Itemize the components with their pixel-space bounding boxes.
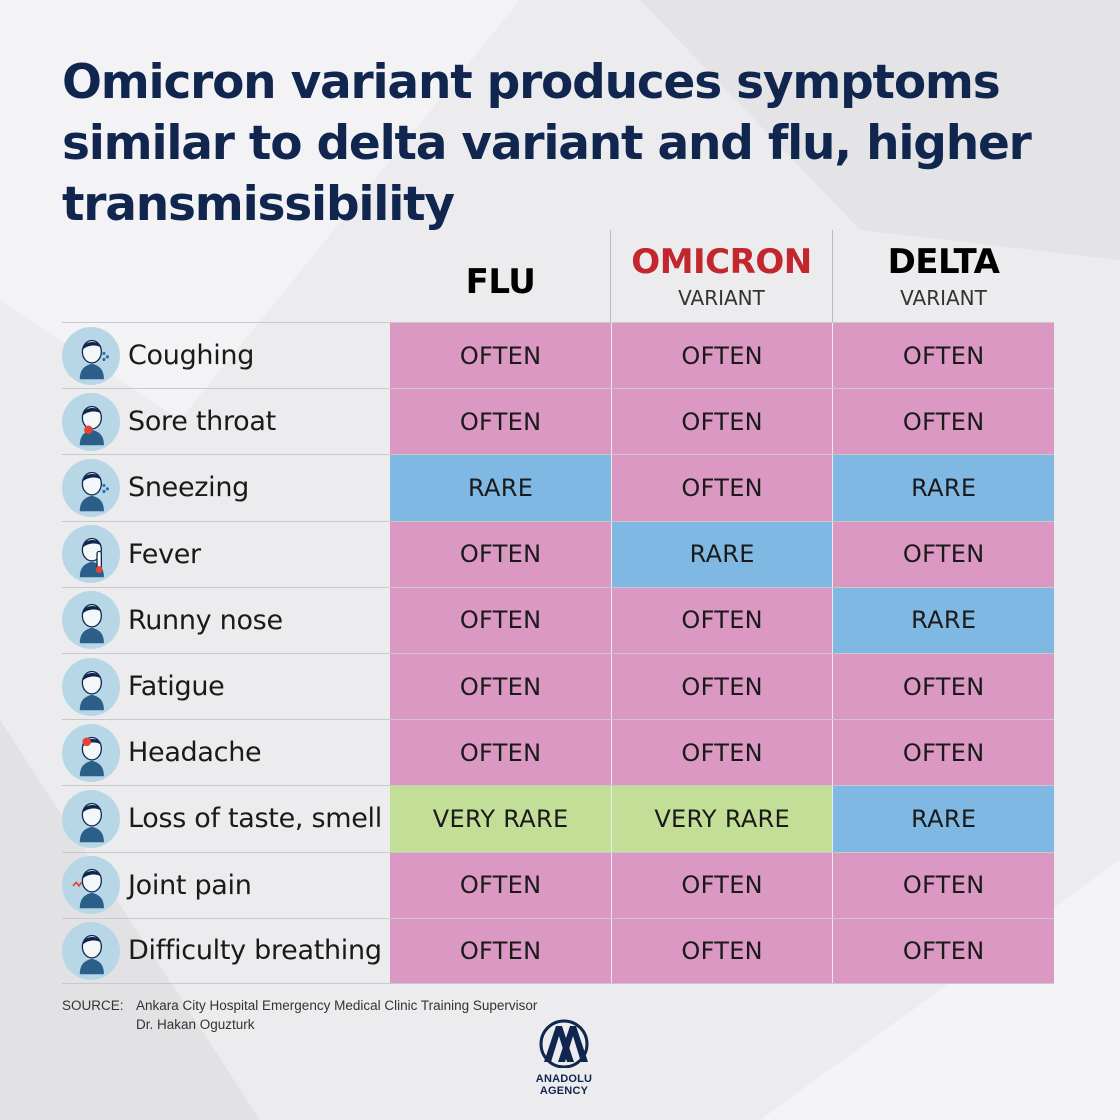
sore-throat-icon xyxy=(62,392,120,451)
table-row: Joint pain OFTEN OFTEN OFTEN xyxy=(62,851,1054,918)
symptom-name: Runny nose xyxy=(128,604,283,636)
runny-nose-icon xyxy=(62,591,120,650)
frequency-cell: OFTEN xyxy=(390,918,611,983)
symptom-name: Coughing xyxy=(128,340,255,372)
symptom-label: Fatigue xyxy=(62,654,390,719)
symptom-label: Runny nose xyxy=(62,588,390,653)
table-row: Runny nose OFTEN OFTEN RARE xyxy=(62,586,1054,653)
symptom-label: Sneezing xyxy=(62,455,390,520)
frequency-cell: RARE xyxy=(833,455,1054,521)
symptom-label: Headache xyxy=(62,720,390,785)
table-row: Fatigue OFTEN OFTEN OFTEN xyxy=(62,652,1054,720)
table-row: Coughing OFTEN OFTEN OFTEN xyxy=(62,322,1054,389)
frequency-cell: OFTEN xyxy=(390,323,611,389)
frequency-cell: OFTEN xyxy=(390,389,611,455)
column-name: OMICRON xyxy=(631,242,812,282)
frequency-cell: OFTEN xyxy=(611,720,833,786)
logo-text: ANADOLU AGENCY xyxy=(535,1073,593,1097)
frequency-cell: OFTEN xyxy=(611,389,833,455)
frequency-cell: OFTEN xyxy=(390,720,611,786)
frequency-cell: VERY RARE xyxy=(611,786,833,852)
column-header-delta: DELTA VARIANT xyxy=(833,232,1054,322)
column-subtitle: VARIANT xyxy=(678,286,765,310)
symptom-name: Fatigue xyxy=(128,671,225,703)
frequency-cell: OFTEN xyxy=(833,918,1054,983)
column-subtitle: VARIANT xyxy=(900,286,987,310)
symptom-name: Sneezing xyxy=(128,472,249,504)
source-label: SOURCE: xyxy=(62,998,124,1013)
difficulty-breathing-icon xyxy=(62,921,120,980)
column-divider xyxy=(832,230,833,322)
frequency-cell: OFTEN xyxy=(611,323,833,389)
frequency-cell: OFTEN xyxy=(611,653,833,720)
headache-icon xyxy=(62,723,120,782)
table-row: Difficulty breathing OFTEN OFTEN OFTEN xyxy=(62,917,1054,984)
frequency-cell: VERY RARE xyxy=(390,786,611,852)
source-note: SOURCE: Ankara City Hospital Emergency Me… xyxy=(62,996,537,1034)
sneezing-person-icon xyxy=(62,458,120,517)
frequency-cell: OFTEN xyxy=(833,720,1054,786)
frequency-cell: OFTEN xyxy=(390,852,611,918)
column-header-omicron: OMICRON VARIANT xyxy=(611,232,832,322)
column-header-flu: FLU xyxy=(390,232,611,322)
frequency-cell: OFTEN xyxy=(390,653,611,720)
source-line-2: Dr. Hakan Oguzturk xyxy=(136,1017,255,1032)
symptom-comparison-table: Coughing OFTEN OFTEN OFTEN Sore throat OFTEN O… xyxy=(62,322,1054,984)
frequency-cell: OFTEN xyxy=(611,587,833,653)
frequency-cell: OFTEN xyxy=(833,653,1054,720)
frequency-cell: RARE xyxy=(833,786,1054,852)
table-row: Loss of taste, smell VERY RARE VERY RARE RA… xyxy=(62,785,1054,852)
frequency-cell: OFTEN xyxy=(611,455,833,521)
symptom-name: Joint pain xyxy=(128,869,252,901)
table-row: Headache OFTEN OFTEN OFTEN xyxy=(62,719,1054,786)
coughing-person-icon xyxy=(62,326,120,385)
symptom-name: Sore throat xyxy=(128,406,276,438)
source-line-1: Ankara City Hospital Emergency Medical C… xyxy=(136,998,538,1013)
aa-logo-mark xyxy=(539,1019,589,1069)
fatigue-person-icon xyxy=(62,657,120,716)
column-name: FLU xyxy=(465,262,536,302)
symptom-label: Loss of taste, smell xyxy=(62,786,390,851)
symptom-label: Sore throat xyxy=(62,389,390,454)
frequency-cell: OFTEN xyxy=(833,389,1054,455)
symptom-name: Loss of taste, smell xyxy=(128,803,382,835)
frequency-cell: OFTEN xyxy=(833,852,1054,918)
frequency-cell: RARE xyxy=(611,521,833,587)
frequency-cell: RARE xyxy=(390,455,611,521)
frequency-cell: OFTEN xyxy=(833,323,1054,389)
frequency-cell: RARE xyxy=(833,587,1054,653)
anadolu-agency-logo: ANADOLU AGENCY xyxy=(516,1018,612,1097)
symptom-name: Difficulty breathing xyxy=(128,935,382,967)
symptom-label: Difficulty breathing xyxy=(62,919,390,983)
column-name: DELTA xyxy=(887,242,1000,282)
table-row: Sneezing RARE OFTEN RARE xyxy=(62,454,1054,521)
table-row: Sore throat OFTEN OFTEN OFTEN xyxy=(62,388,1054,455)
symptom-name: Fever xyxy=(128,538,201,570)
fever-thermometer-icon xyxy=(62,525,120,584)
page-title: Omicron variant produces symptoms simila… xyxy=(62,55,1032,232)
frequency-cell: OFTEN xyxy=(390,521,611,587)
frequency-cell: OFTEN xyxy=(833,521,1054,587)
loss-of-taste-smell-icon xyxy=(62,789,120,848)
frequency-cell: OFTEN xyxy=(390,587,611,653)
frequency-cell: OFTEN xyxy=(611,852,833,918)
symptom-label: Fever xyxy=(62,522,390,587)
symptom-name: Headache xyxy=(128,737,262,769)
symptom-label: Joint pain xyxy=(62,853,390,918)
table-row: Fever OFTEN RARE OFTEN xyxy=(62,520,1054,587)
symptom-label: Coughing xyxy=(62,323,390,388)
joint-pain-icon xyxy=(62,856,120,915)
frequency-cell: OFTEN xyxy=(611,918,833,983)
column-divider xyxy=(610,230,611,322)
